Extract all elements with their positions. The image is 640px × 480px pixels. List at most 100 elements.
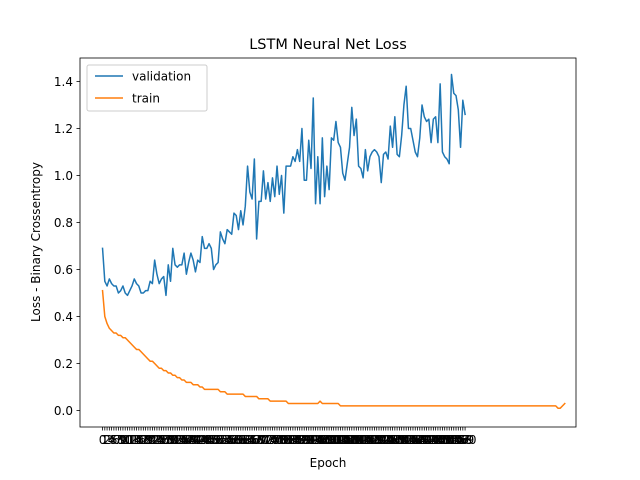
x-tick-label: 90 <box>299 433 314 447</box>
x-tick-label: 42 <box>190 433 205 447</box>
x-tick-label: 138 <box>404 433 427 447</box>
x-tick-label: 148 <box>426 433 449 447</box>
x-tick-label: 54 <box>217 433 232 447</box>
series-line-validation <box>101 73 466 297</box>
x-tick-label: 106 <box>331 433 354 447</box>
x-tick-label: 10 <box>118 433 133 447</box>
x-tick-label: 66 <box>244 433 259 447</box>
x-tick-label: 6 <box>112 433 120 447</box>
x-tick-label: 110 <box>340 433 363 447</box>
y-tick-label: 0.8 <box>54 216 73 230</box>
x-tick-label: 136 <box>399 433 422 447</box>
x-tick-label: 29 <box>161 433 176 447</box>
x-tick-label: 30 <box>163 433 178 447</box>
x-tick-label: 156 <box>445 433 468 447</box>
x-tick-label: 62 <box>235 433 250 447</box>
x-tick-label: 22 <box>145 433 160 447</box>
x-tick-label: 152 <box>436 433 459 447</box>
x-tick-label: 52 <box>213 433 228 447</box>
x-tick-label: 127 <box>379 433 402 447</box>
x-tick-label: 86 <box>290 433 305 447</box>
x-tick-label: 124 <box>372 433 395 447</box>
x-tick-label: 134 <box>395 433 418 447</box>
x-tick-label: 154 <box>440 433 463 447</box>
x-tick-label: 77 <box>269 433 284 447</box>
x-tick-label: 48 <box>204 433 219 447</box>
x-tick-label: 116 <box>354 433 377 447</box>
x-tick-label: 157 <box>447 433 470 447</box>
x-tick-label: 114 <box>349 433 372 447</box>
x-tick-label: 56 <box>222 433 237 447</box>
x-tick-label: 67 <box>247 433 262 447</box>
x-tick-label: 68 <box>249 433 264 447</box>
x-tick-label: 73 <box>260 433 275 447</box>
x-tick-label: 57 <box>224 433 239 447</box>
x-tick-label: 3 <box>106 433 114 447</box>
x-tick-label: 71 <box>256 433 271 447</box>
x-tick-label: 7 <box>115 433 123 447</box>
x-tick-label: 0 <box>99 433 107 447</box>
x-tick-label: 101 <box>320 433 343 447</box>
x-tick-label: 121 <box>365 433 388 447</box>
x-tick-label: 2 <box>103 433 111 447</box>
x-tick-label: 32 <box>167 433 182 447</box>
x-tick-label: 145 <box>420 433 443 447</box>
x-tick-label: 75 <box>265 433 280 447</box>
x-tick-label: 107 <box>334 433 357 447</box>
x-tick-label: 158 <box>449 433 472 447</box>
x-tick-label: 93 <box>306 433 321 447</box>
legend: validation train <box>86 64 208 112</box>
x-tick-label: 78 <box>272 433 287 447</box>
x-tick-label: 76 <box>267 433 282 447</box>
x-tick-label: 115 <box>352 433 375 447</box>
x-tick-label: 122 <box>368 433 391 447</box>
x-tick-label: 45 <box>197 433 212 447</box>
x-tick-label: 17 <box>133 433 148 447</box>
x-tick-label: 83 <box>283 433 298 447</box>
x-tick-label: 120 <box>363 433 386 447</box>
x-tick-label: 64 <box>240 433 255 447</box>
chart-title: LSTM Neural Net Loss <box>249 37 407 53</box>
x-tick-label: 27 <box>156 433 171 447</box>
x-tick-label: 40 <box>186 433 201 447</box>
x-tick-label: 94 <box>308 433 323 447</box>
x-tick-label: 139 <box>406 433 429 447</box>
x-tick-label: 8 <box>117 433 125 447</box>
x-tick-label: 31 <box>165 433 180 447</box>
x-tick-label: 112 <box>345 433 368 447</box>
x-tick-label: 15 <box>129 433 144 447</box>
x-tick-label: 84 <box>285 433 300 447</box>
x-tick-label: 137 <box>402 433 425 447</box>
x-tick-label: 98 <box>317 433 332 447</box>
x-tick-label: 99 <box>319 433 334 447</box>
x-tick-label: 95 <box>310 433 325 447</box>
x-tick-label: 1 <box>101 433 109 447</box>
x-tick-label: 117 <box>356 433 379 447</box>
x-tick-label: 96 <box>312 433 327 447</box>
x-tick-label: 13 <box>124 433 139 447</box>
x-tick-label: 151 <box>433 433 456 447</box>
x-tick-label: 104 <box>327 433 350 447</box>
x-tick-label: 60 <box>231 433 246 447</box>
y-tick-label: 1.2 <box>54 122 73 136</box>
x-tick-label: 33 <box>170 433 185 447</box>
x-tick-label: 5 <box>110 433 118 447</box>
x-tick-label: 142 <box>413 433 436 447</box>
x-tick-label: 41 <box>188 433 203 447</box>
x-tick-label: 39 <box>183 433 198 447</box>
x-tick-label: 103 <box>324 433 347 447</box>
x-tick-label: 92 <box>303 433 318 447</box>
x-tick-label: 70 <box>254 433 269 447</box>
x-tick-label: 59 <box>229 433 244 447</box>
x-tick-label: 18 <box>136 433 151 447</box>
x-tick-label: 131 <box>388 433 411 447</box>
x-tick-label: 82 <box>281 433 296 447</box>
x-tick-label: 135 <box>397 433 420 447</box>
x-tick-label: 19 <box>138 433 153 447</box>
x-tick-label: 119 <box>361 433 384 447</box>
x-tick-label: 97 <box>315 433 330 447</box>
y-tick-label: 0.4 <box>54 310 73 324</box>
x-tick-label: 143 <box>415 433 438 447</box>
y-tick-label: 1.0 <box>54 169 73 183</box>
